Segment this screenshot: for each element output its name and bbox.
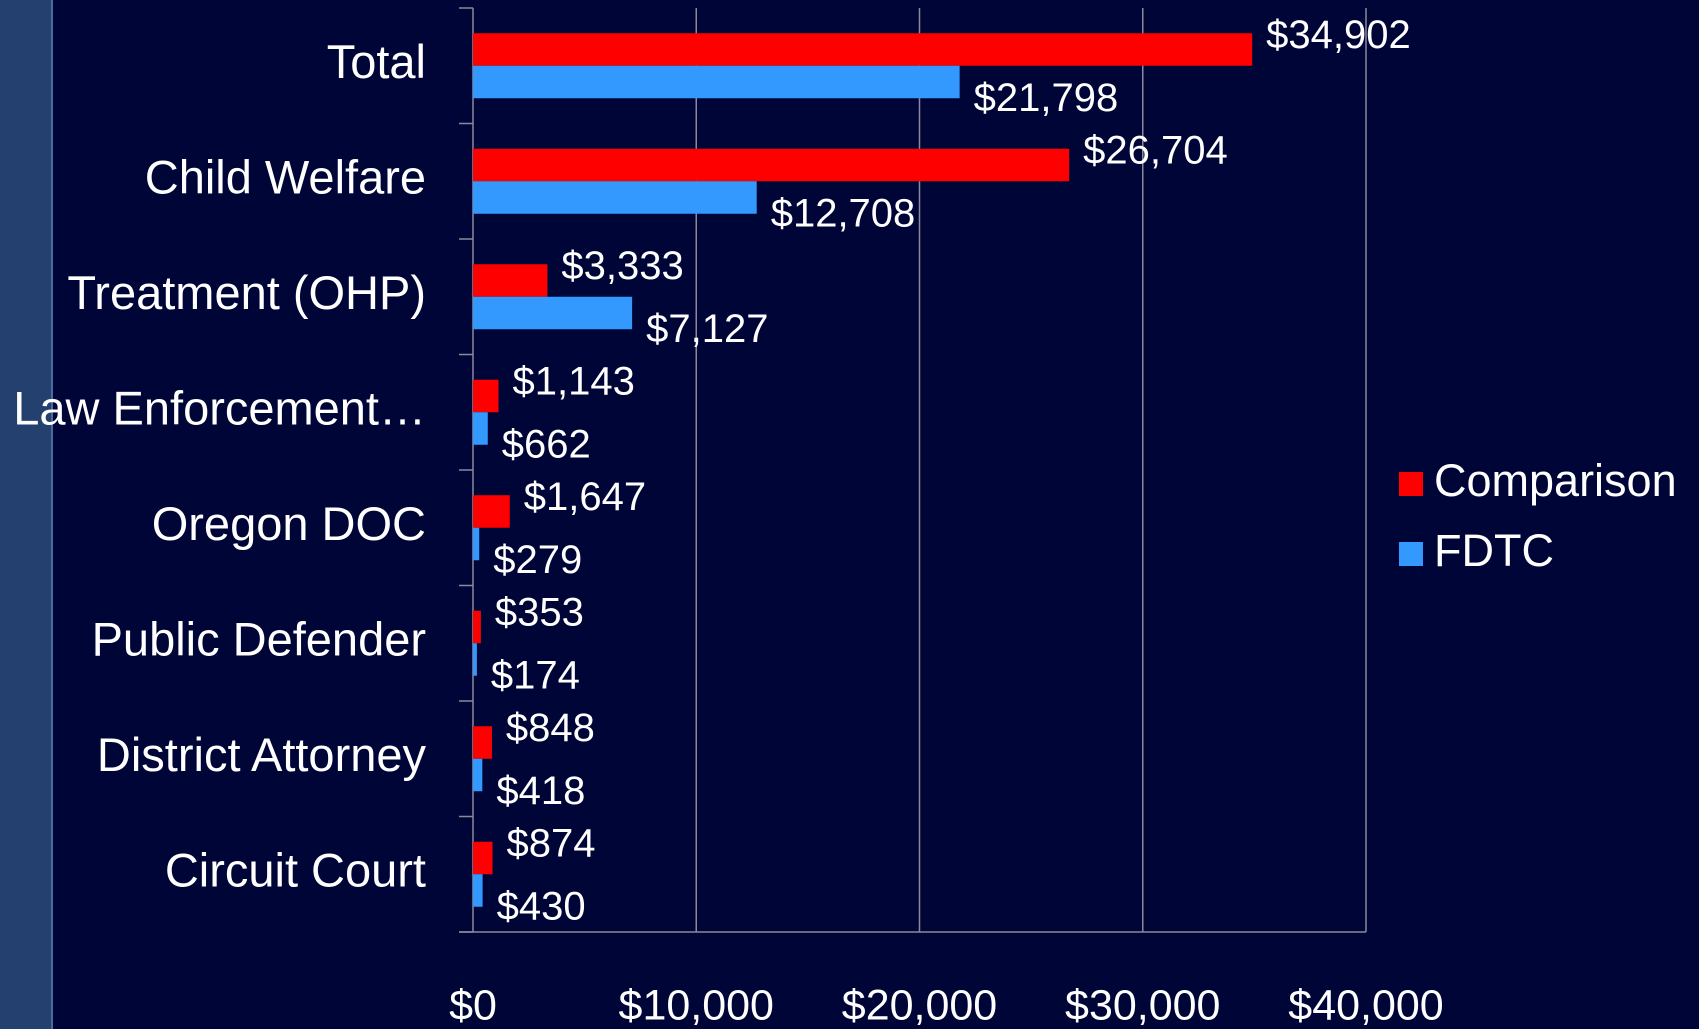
value-label: $848	[506, 706, 595, 750]
y-tick-label: Total	[327, 35, 426, 88]
bar	[473, 181, 757, 214]
legend-swatch	[1399, 542, 1423, 566]
y-tick-label: Circuit Court	[165, 844, 426, 897]
bar	[473, 726, 492, 759]
y-tick-label: Public Defender	[92, 613, 426, 666]
x-tick-label: $20,000	[842, 981, 997, 1029]
x-tick-label: $40,000	[1288, 981, 1443, 1029]
value-label: $874	[507, 821, 596, 865]
x-tick-label: $10,000	[619, 981, 774, 1029]
bar	[473, 33, 1253, 66]
bar	[473, 758, 483, 792]
value-label: $3,333	[561, 244, 683, 288]
value-label: $1,143	[513, 359, 635, 403]
side-strip	[0, 0, 52, 1029]
legend-label: Comparison	[1434, 455, 1677, 506]
value-label: $174	[491, 653, 580, 697]
x-tick-label: $0	[449, 981, 497, 1029]
bar	[473, 643, 477, 676]
value-label: $430	[497, 884, 586, 928]
y-tick-label: Law Enforcement…	[13, 382, 426, 435]
value-label: $279	[493, 538, 582, 582]
bar	[473, 412, 488, 445]
value-label: $7,127	[646, 307, 768, 351]
x-tick-label: $30,000	[1065, 981, 1220, 1029]
bar	[473, 379, 499, 413]
value-label: $662	[502, 422, 591, 466]
bar	[473, 841, 493, 875]
y-tick-label: Oregon DOC	[152, 497, 426, 550]
legend-swatch	[1399, 472, 1423, 496]
bar	[473, 527, 480, 561]
bar	[473, 495, 510, 528]
legend-label: FDTC	[1434, 525, 1554, 576]
value-label: $34,902	[1266, 13, 1411, 57]
value-label: $353	[495, 590, 584, 634]
y-tick-label: Treatment (OHP)	[67, 266, 426, 319]
bar	[473, 296, 633, 330]
value-label: $26,704	[1083, 128, 1228, 172]
y-tick-label: District Attorney	[97, 728, 427, 781]
y-tick-label: Child Welfare	[145, 151, 426, 204]
bar	[473, 65, 960, 99]
value-label: $21,798	[974, 76, 1119, 120]
bar	[473, 264, 548, 297]
value-label: $1,647	[524, 475, 646, 519]
bar	[473, 148, 1070, 182]
bar	[473, 874, 483, 907]
value-label: $12,708	[771, 191, 916, 235]
value-label: $418	[496, 769, 585, 813]
bar	[473, 610, 481, 644]
